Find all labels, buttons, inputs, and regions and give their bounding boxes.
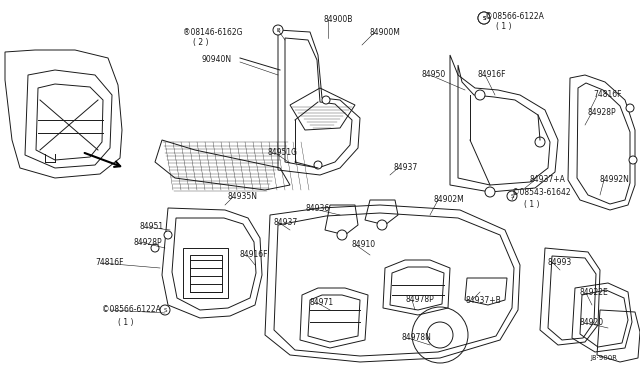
Text: S: S <box>510 193 514 199</box>
Text: ©08543-61642: ©08543-61642 <box>512 188 571 197</box>
Circle shape <box>475 90 485 100</box>
Text: 74816F: 74816F <box>95 258 124 267</box>
Text: ( 1 ): ( 1 ) <box>524 200 540 209</box>
Circle shape <box>377 220 387 230</box>
Circle shape <box>164 231 172 239</box>
Circle shape <box>626 104 634 112</box>
Circle shape <box>160 305 170 315</box>
Text: S: S <box>483 16 486 20</box>
Circle shape <box>478 12 490 24</box>
Text: ( 2 ): ( 2 ) <box>193 38 209 47</box>
Text: 84928P: 84928P <box>587 108 616 117</box>
Text: ( 1 ): ( 1 ) <box>496 22 511 31</box>
Text: 84900B: 84900B <box>323 15 353 24</box>
Text: ®08146-6162G: ®08146-6162G <box>183 28 243 37</box>
Circle shape <box>322 96 330 104</box>
Circle shape <box>314 161 322 169</box>
Text: 84971: 84971 <box>310 298 334 307</box>
Text: 84951: 84951 <box>139 222 163 231</box>
Circle shape <box>337 230 347 240</box>
Text: 84916F: 84916F <box>478 70 506 79</box>
Text: 84937: 84937 <box>393 163 417 172</box>
Text: 84928P: 84928P <box>133 238 162 247</box>
Circle shape <box>478 12 490 24</box>
Text: 90940N: 90940N <box>202 55 232 64</box>
Text: 84937+A: 84937+A <box>530 175 566 184</box>
Circle shape <box>151 244 159 252</box>
Text: 84937: 84937 <box>274 218 298 227</box>
Text: ©08566-6122A: ©08566-6122A <box>485 12 544 21</box>
Text: 84936: 84936 <box>305 204 329 213</box>
Text: 84993: 84993 <box>548 258 572 267</box>
Text: 84935N: 84935N <box>228 192 258 201</box>
Text: 84900M: 84900M <box>370 28 401 37</box>
Circle shape <box>629 156 637 164</box>
Text: B: B <box>276 28 280 32</box>
Circle shape <box>507 191 517 201</box>
Text: ©08566-6122A: ©08566-6122A <box>102 305 161 314</box>
Text: 84978P: 84978P <box>405 295 434 304</box>
Text: 84916F: 84916F <box>239 250 268 259</box>
Circle shape <box>535 137 545 147</box>
Circle shape <box>485 187 495 197</box>
Text: 84920: 84920 <box>580 318 604 327</box>
Text: J8·900R: J8·900R <box>590 355 617 361</box>
Text: 84902M: 84902M <box>433 195 464 204</box>
Text: ( 1 ): ( 1 ) <box>118 318 134 327</box>
Text: S: S <box>163 308 167 312</box>
Circle shape <box>273 25 283 35</box>
Text: 84951G: 84951G <box>267 148 297 157</box>
Text: 84937+B: 84937+B <box>465 296 500 305</box>
Text: 84992N: 84992N <box>600 175 630 184</box>
Text: 84922E: 84922E <box>580 288 609 297</box>
Text: 84910: 84910 <box>352 240 376 249</box>
Text: 84978N: 84978N <box>402 333 432 342</box>
Text: 74816F: 74816F <box>593 90 621 99</box>
Text: 84950: 84950 <box>422 70 446 79</box>
Text: S: S <box>483 16 486 20</box>
